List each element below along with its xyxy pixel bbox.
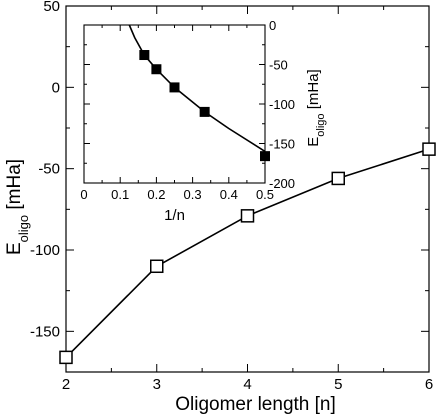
main-data-point bbox=[150, 259, 164, 274]
main-y-tick-label: 0 bbox=[52, 79, 60, 96]
inset-data-point bbox=[139, 50, 150, 61]
main-data-point bbox=[422, 142, 436, 156]
inset-data-point bbox=[260, 151, 270, 162]
main-y-axis-label: Eoligo [mHa] bbox=[4, 159, 31, 255]
main-chart: 2 3 4 5 6 -150 -100 -50 0 50 Oligomer length [n] Eo… bbox=[4, 0, 436, 415]
inset-x-tick-label: 0.5 bbox=[256, 187, 274, 202]
inset-chart: 0 0.1 0.2 0.3 0.4 0.5-200 -150 -100 -50 0 1/n Eolig… bbox=[80, 18, 327, 224]
inset-y-tick-label: -50 bbox=[269, 58, 288, 73]
inset-x-tick-label: 0.2 bbox=[147, 187, 165, 202]
inset-y-tick-label: -100 bbox=[269, 97, 295, 112]
inset-fit-curve bbox=[128, 24, 266, 153]
inset-x-tick-label: 0.1 bbox=[111, 187, 129, 202]
main-data-point bbox=[240, 209, 255, 223]
inset-data-point bbox=[151, 64, 162, 75]
main-x-tick-label: 3 bbox=[153, 376, 161, 393]
main-data-point bbox=[59, 350, 73, 365]
inset-x-tick-label: 0 bbox=[80, 187, 87, 202]
inset-x-axis-label: 1/n bbox=[164, 207, 185, 224]
inset-data-point bbox=[169, 82, 180, 93]
main-x-tick-label: 6 bbox=[425, 376, 433, 393]
main-y-tick-label: -100 bbox=[30, 242, 60, 259]
inset-y-tick-label: 0 bbox=[269, 18, 276, 33]
inset-data-point bbox=[199, 106, 210, 117]
inset-y-tick-label: -200 bbox=[269, 176, 295, 191]
inset-y-tick-label: -150 bbox=[269, 137, 295, 152]
main-y-tick-label: -150 bbox=[30, 323, 60, 340]
inset-x-tick-label: 0.4 bbox=[220, 187, 238, 202]
main-x-axis-label: Oligomer length [n] bbox=[175, 394, 336, 415]
main-x-tick-label: 4 bbox=[243, 376, 251, 393]
inset-x-tick-label: 0.3 bbox=[184, 187, 202, 202]
main-y-tick-label: 50 bbox=[43, 0, 60, 15]
main-data-point bbox=[331, 171, 345, 186]
main-x-tick-label: 5 bbox=[334, 376, 342, 393]
main-x-tick-label: 2 bbox=[62, 376, 70, 393]
inset-y-axis-label: Eoligo [mHa] bbox=[305, 69, 327, 146]
main-y-tick-label: -50 bbox=[38, 161, 60, 178]
inset-plot-frame bbox=[83, 24, 266, 184]
